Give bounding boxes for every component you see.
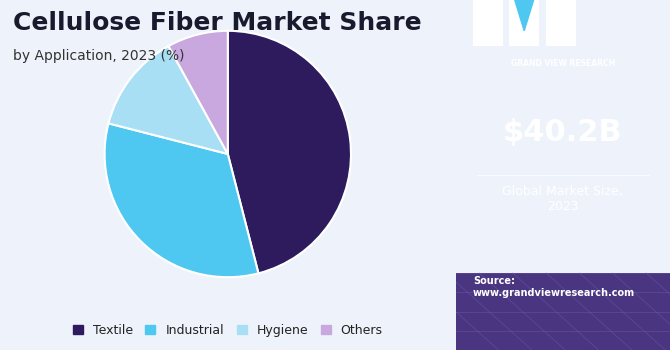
- Text: by Application, 2023 (%): by Application, 2023 (%): [13, 49, 185, 63]
- Text: Global Market Size,
2023: Global Market Size, 2023: [502, 186, 623, 214]
- Polygon shape: [512, 0, 536, 31]
- Wedge shape: [109, 46, 228, 154]
- Text: Cellulose Fiber Market Share: Cellulose Fiber Market Share: [13, 10, 422, 35]
- Wedge shape: [105, 123, 259, 277]
- Wedge shape: [168, 31, 228, 154]
- Text: Source:
www.grandviewresearch.com: Source: www.grandviewresearch.com: [473, 276, 635, 298]
- FancyBboxPatch shape: [473, 0, 502, 46]
- Legend: Textile, Industrial, Hygiene, Others: Textile, Industrial, Hygiene, Others: [68, 319, 388, 342]
- FancyBboxPatch shape: [545, 0, 576, 46]
- FancyBboxPatch shape: [456, 273, 670, 350]
- Wedge shape: [228, 31, 351, 273]
- Text: $40.2B: $40.2B: [503, 119, 622, 147]
- Text: GRAND VIEW RESEARCH: GRAND VIEW RESEARCH: [511, 60, 615, 69]
- FancyBboxPatch shape: [509, 0, 539, 46]
